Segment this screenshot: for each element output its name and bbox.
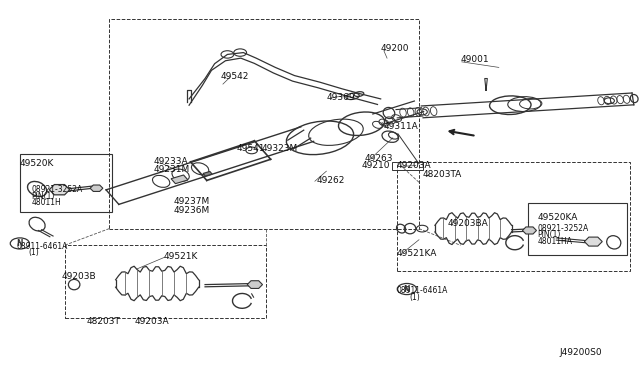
Text: (1): (1)	[28, 248, 39, 257]
Circle shape	[397, 283, 417, 295]
Text: (1): (1)	[410, 293, 420, 302]
Text: N: N	[404, 285, 410, 294]
Text: PIN(1): PIN(1)	[537, 230, 561, 240]
Text: 49311A: 49311A	[384, 122, 419, 131]
Text: 48011H: 48011H	[31, 198, 61, 207]
Circle shape	[10, 238, 29, 249]
Text: J49200S0: J49200S0	[559, 348, 602, 357]
Text: 48203T: 48203T	[87, 317, 121, 326]
Text: 49231M: 49231M	[154, 165, 190, 174]
Text: N: N	[17, 239, 23, 248]
Text: 48011HA: 48011HA	[537, 237, 572, 246]
Text: 49233A: 49233A	[154, 157, 189, 166]
Text: 49520K: 49520K	[20, 159, 54, 168]
Bar	[65, 245, 266, 318]
Text: 49210: 49210	[362, 161, 390, 170]
Bar	[527, 203, 627, 254]
Bar	[171, 175, 188, 184]
Text: 48203TA: 48203TA	[422, 170, 461, 179]
Text: 49200: 49200	[381, 44, 409, 53]
Text: PIN(1): PIN(1)	[31, 192, 55, 201]
Text: 49369: 49369	[326, 93, 355, 102]
Text: 49001: 49001	[461, 55, 489, 64]
Bar	[109, 19, 419, 229]
Text: 49237M: 49237M	[173, 197, 209, 206]
Text: 49262: 49262	[317, 176, 345, 185]
Text: 08911-6461A: 08911-6461A	[397, 286, 448, 295]
Text: 49203BA: 49203BA	[448, 219, 488, 228]
Text: 49520KA: 49520KA	[537, 213, 577, 222]
Text: 49541: 49541	[237, 144, 266, 153]
Bar	[397, 162, 630, 271]
Text: 49263: 49263	[365, 154, 393, 163]
Text: 49203A: 49203A	[397, 161, 431, 170]
Text: 49521KA: 49521KA	[397, 249, 437, 258]
Bar	[20, 154, 113, 212]
Text: 49521K: 49521K	[164, 252, 198, 261]
Text: 49236M: 49236M	[173, 206, 209, 215]
Text: 49203A: 49203A	[135, 317, 170, 326]
Bar	[203, 171, 212, 176]
Bar	[392, 161, 423, 170]
Text: 49203B: 49203B	[61, 272, 96, 281]
Text: 49323M: 49323M	[261, 144, 298, 153]
Text: 08911-6461A: 08911-6461A	[17, 241, 68, 250]
Text: 08921-3252A: 08921-3252A	[31, 185, 83, 194]
Text: 08921-3252A: 08921-3252A	[537, 224, 588, 233]
Text: 49542: 49542	[221, 72, 250, 81]
